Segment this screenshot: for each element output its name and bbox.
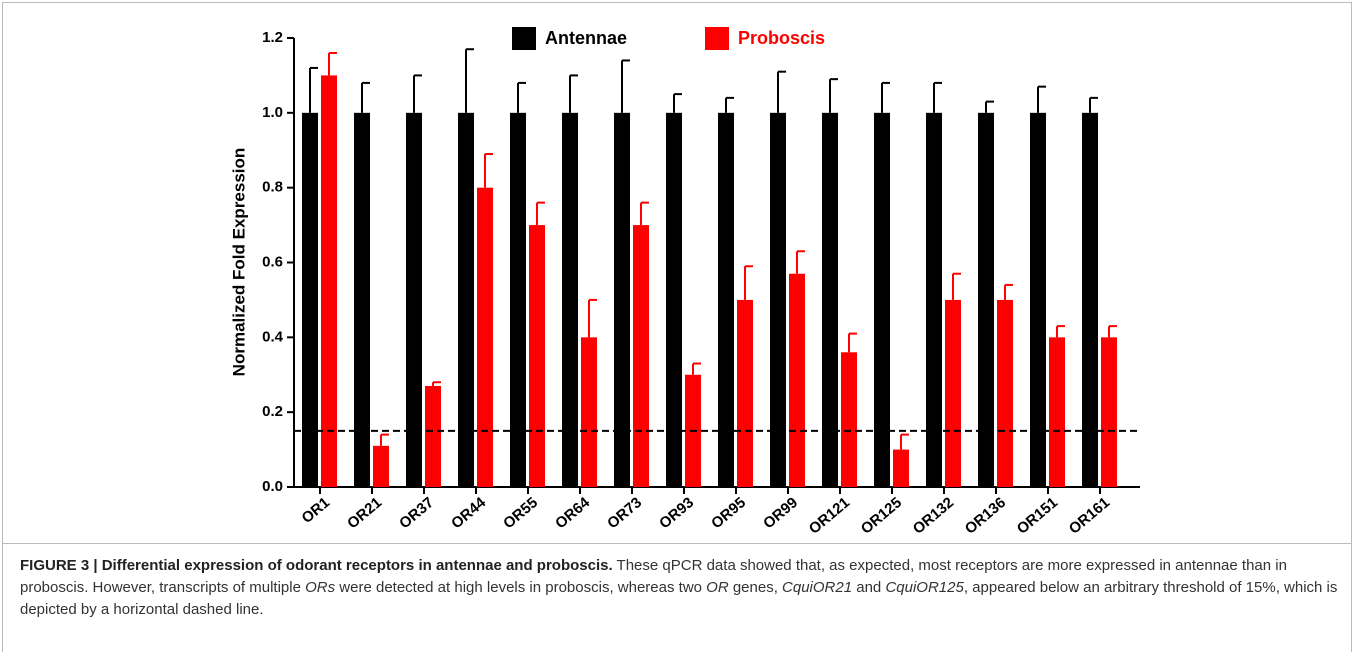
x-tick-label: OR37 (396, 494, 437, 532)
x-tick-label: OR151 (1014, 494, 1061, 538)
bar (789, 273, 805, 487)
bar (666, 112, 682, 487)
caption-text: ORs (305, 579, 336, 596)
bar (321, 75, 337, 488)
legend-swatch (705, 27, 729, 50)
bar (581, 337, 597, 487)
bar (1101, 337, 1117, 487)
legend-swatch (512, 27, 536, 50)
bar (737, 299, 753, 487)
chart: Normalized Fold Expression 0.0 0.2 0.4 0.6 0… (229, 27, 1140, 538)
x-tick-label: OR99 (760, 494, 801, 532)
x-tick-label: OR161 (1066, 494, 1113, 538)
y-tick-label: 1.2 (262, 29, 283, 46)
x-tick-label: OR95 (708, 494, 749, 532)
bar (841, 352, 857, 487)
caption-text: were detected at high levels in probosci… (335, 579, 707, 596)
y-tick-label: 0.8 (262, 179, 283, 196)
x-tick-label: OR132 (910, 494, 957, 538)
caption: FIGURE 3 | Differential expression of od… (20, 555, 1340, 621)
y-tick-label: 0.2 (262, 403, 283, 420)
x-tick-label: OR73 (604, 494, 645, 532)
bar (822, 112, 838, 487)
x-tick-label: OR93 (656, 494, 697, 532)
caption-label: FIGURE 3 | Differential expression of od… (20, 557, 613, 574)
caption-text: These qPCR data showed that, as expected… (20, 557, 1287, 596)
caption-text: OR (706, 579, 729, 596)
bar (633, 225, 649, 488)
x-tick-label: OR21 (344, 494, 385, 532)
separator (2, 543, 1352, 544)
x-tick-label: OR136 (962, 494, 1009, 538)
bar (425, 385, 441, 487)
caption-text: and (852, 579, 886, 596)
bar (874, 112, 890, 487)
bar (770, 112, 786, 487)
y-tick-label: 0.6 (262, 253, 283, 270)
legend-label: Proboscis (738, 28, 825, 48)
bar (1082, 112, 1098, 487)
bar (302, 112, 318, 487)
y-tick-label: 0.4 (262, 328, 284, 345)
bar (614, 112, 630, 487)
bar (1030, 112, 1046, 487)
bar (1049, 337, 1065, 487)
x-tick-label: OR44 (448, 494, 489, 533)
x-tick-label: OR64 (552, 494, 593, 533)
x-tick-label: OR1 (299, 494, 334, 527)
bar (373, 445, 389, 487)
caption-text: CquiOR125 (885, 579, 964, 596)
y-axis-label: Normalized Fold Expression (229, 148, 248, 377)
y-tick-label: 1.0 (262, 104, 283, 121)
bar (978, 112, 994, 487)
bar (529, 225, 545, 488)
caption-text: , appeared below an arbitrary threshold … (20, 579, 1338, 618)
caption-text: genes, (728, 579, 783, 596)
bar (926, 112, 942, 487)
x-tick-label: OR121 (806, 494, 853, 538)
legend-label: Antennae (545, 28, 627, 48)
caption-text: CquiOR21 (782, 579, 853, 596)
bar (477, 187, 493, 487)
bar (893, 449, 909, 487)
x-tick-label: OR125 (858, 494, 905, 538)
bar (945, 299, 961, 487)
bar (510, 112, 526, 487)
bar (354, 112, 370, 487)
bar (562, 112, 578, 487)
bar (997, 299, 1013, 487)
y-tick-label: 0.0 (262, 478, 283, 495)
bar (406, 112, 422, 487)
bar (458, 112, 474, 487)
bar (718, 112, 734, 487)
x-tick-label: OR55 (500, 494, 541, 532)
